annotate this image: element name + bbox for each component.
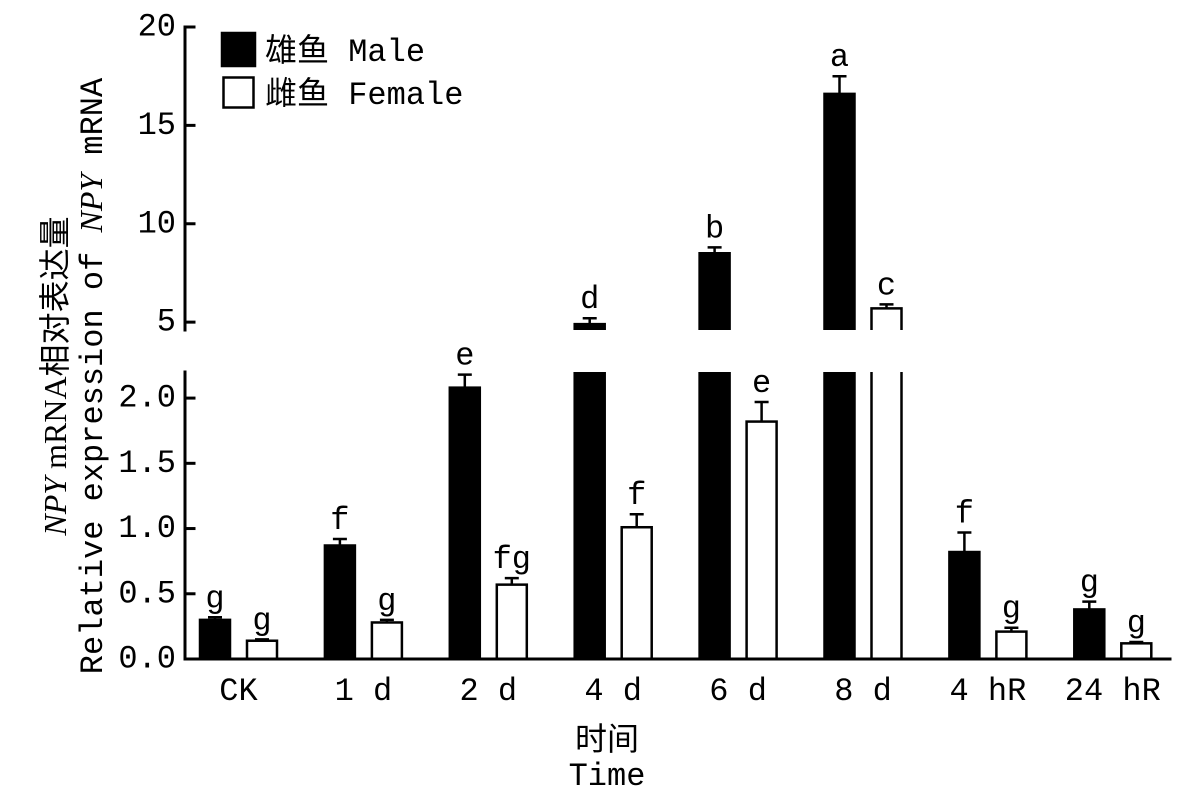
male-bar-6-d-upper-part — [698, 252, 731, 330]
legend: 雄鱼 Male 雌鱼 Female — [220, 31, 463, 114]
male-bar-8-d-lower-part — [823, 372, 856, 661]
female-significance-label-6-d: e — [752, 365, 771, 402]
male-error-bar-1-d — [332, 537, 347, 546]
male-significance-label-4-d: d — [580, 281, 599, 318]
x-tick-label-8-d: 8 d — [834, 673, 892, 710]
male-bar-1-d — [323, 544, 357, 661]
y-tick-label-lower-3: 1.5 — [118, 445, 176, 482]
y-axis-title-cn: NPY mRNA相对表达量 — [37, 216, 73, 536]
y-tick-label-upper-2: 15 — [138, 107, 176, 144]
y-axis-title-cn-gene: NPY — [37, 474, 73, 537]
female-error-bar-4-d — [629, 512, 644, 528]
legend-item-male: 雄鱼 Male — [220, 31, 425, 71]
female-bar-4-hr — [995, 630, 1028, 661]
y-tick-label-upper-3: 20 — [138, 9, 176, 46]
female-error-bar-24-hr — [1129, 640, 1144, 644]
female-bar-1-d — [370, 621, 404, 661]
female-error-bar-2-d — [504, 576, 519, 585]
y-tick-label-upper-1: 10 — [138, 205, 176, 242]
y-tick-label-lower-4: 2.0 — [118, 380, 176, 417]
x-tick-label-ck: CK — [219, 673, 258, 710]
legend-label-male: 雄鱼 Male — [265, 33, 425, 71]
female-bar-ck — [245, 639, 279, 661]
x-tick-label-24-hr: 24 hR — [1065, 673, 1161, 710]
male-significance-label-4-hr: f — [955, 495, 974, 532]
female-significance-label-8-d: c — [877, 267, 896, 304]
y-tick-label-lower-1: 0.5 — [118, 575, 176, 612]
male-bar-8-d — [823, 92, 856, 661]
male-significance-label-1-d: f — [330, 502, 349, 539]
male-significance-label-ck: g — [205, 580, 224, 617]
male-bar-6-d-lower-part — [698, 372, 731, 661]
x-axis-title-en: Time — [569, 758, 646, 795]
x-tick-label-6-d: 6 d — [709, 673, 767, 710]
y-axis-title-en-suffix: mRNA — [75, 77, 112, 174]
female-bar-8-d — [870, 307, 903, 661]
female-error-bar-8-d — [879, 303, 894, 309]
x-tick-label-4-d: 4 d — [584, 673, 642, 710]
legend-item-female: 雌鱼 Female — [222, 76, 463, 114]
male-bar-4-hr — [948, 550, 981, 661]
female-significance-label-24-hr: g — [1127, 605, 1146, 642]
male-bar-4-d-lower-part — [573, 372, 606, 661]
male-bar-6-d — [698, 252, 731, 661]
y-axis-title-en-prefix: Relative expression of — [75, 233, 112, 675]
male-error-bar-4-hr — [957, 531, 972, 553]
male-bar-2-d — [448, 386, 482, 661]
male-error-bar-6-d — [707, 246, 722, 254]
female-error-bar-ck — [255, 638, 269, 641]
female-significance-label-2-d: fg — [493, 541, 531, 578]
male-significance-label-24-hr: g — [1080, 565, 1099, 602]
female-bar-4-d — [620, 525, 653, 661]
male-significance-label-6-d: b — [705, 210, 724, 247]
male-error-bar-8-d — [832, 74, 847, 94]
female-significance-label-4-hr: g — [1002, 591, 1021, 628]
male-bar-4-d — [573, 322, 606, 661]
y-axis-title-en: Relative expression of NPY mRNA — [73, 77, 112, 674]
female-bar-6-d — [745, 420, 778, 661]
legend-swatch-male — [220, 31, 257, 68]
female-significance-label-ck: g — [252, 602, 271, 639]
female-bar-8-d-lower-part — [870, 372, 903, 661]
x-tick-label-4-hr: 4 hR — [949, 673, 1026, 710]
y-axis-title-en-gene: NPY — [73, 171, 109, 234]
y-tick-label-lower-2: 1.0 — [118, 510, 176, 547]
female-significance-label-1-d: g — [377, 583, 396, 620]
female-error-bar-4-hr — [1004, 626, 1019, 632]
male-bar-24-hr — [1073, 608, 1106, 661]
x-tick-label-2-d: 2 d — [459, 673, 517, 710]
female-error-bar-1-d — [379, 618, 394, 623]
female-bar-8-d-upper-part — [870, 307, 903, 330]
female-bar-24-hr — [1120, 642, 1153, 661]
male-significance-label-2-d: e — [455, 338, 474, 375]
y-tick-label-lower-0: 0.0 — [118, 641, 176, 678]
male-error-bar-ck — [208, 616, 222, 620]
male-error-bar-24-hr — [1082, 600, 1097, 610]
y-axis-title-cn-rest: mRNA相对表达量 — [37, 216, 73, 476]
male-significance-label-8-d: a — [830, 39, 849, 76]
bars-layer — [198, 74, 1153, 661]
male-error-bar-4-d — [582, 316, 597, 325]
x-axis-title-cn: 时间 — [575, 723, 639, 760]
female-bar-2-d — [495, 583, 529, 661]
legend-swatch-female — [222, 76, 255, 109]
axes — [183, 25, 1172, 661]
y-tick-label-upper-0: 5 — [157, 304, 176, 341]
female-significance-label-4-d: f — [627, 477, 646, 514]
male-error-bar-2-d — [457, 373, 472, 388]
x-tick-label-1-d: 1 d — [335, 673, 393, 710]
legend-label-female: 雌鱼 Female — [265, 76, 463, 114]
male-bar-ck — [198, 618, 232, 661]
female-error-bar-6-d — [754, 400, 769, 422]
male-bar-4-d-upper-part — [573, 322, 606, 330]
male-bar-8-d-upper-part — [823, 92, 856, 330]
